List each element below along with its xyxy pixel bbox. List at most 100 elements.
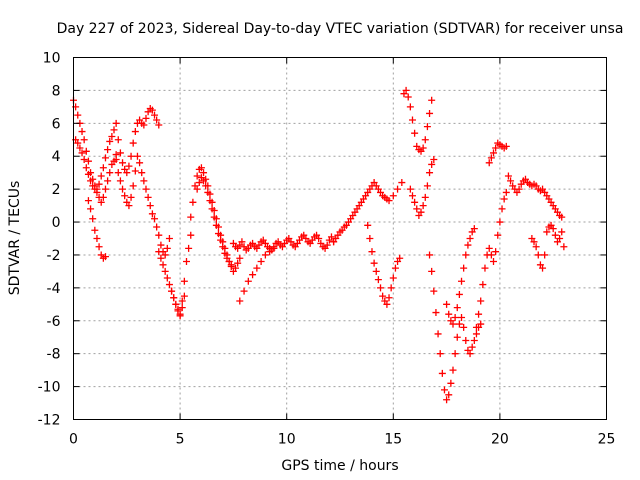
data-point [477, 297, 485, 305]
data-point [451, 350, 459, 358]
data-point [379, 292, 387, 300]
data-point [151, 111, 159, 119]
data-point [496, 218, 504, 226]
data-point [153, 223, 161, 231]
data-point [436, 350, 444, 358]
data-point [80, 136, 88, 144]
data-point [101, 154, 109, 162]
data-point [460, 323, 468, 331]
data-point [470, 225, 478, 233]
data-point [104, 146, 112, 154]
y-tick-label: 10 [43, 51, 61, 67]
data-point [108, 132, 116, 140]
data-point [389, 274, 397, 282]
data-point [490, 258, 498, 266]
data-point [155, 121, 163, 129]
data-point [421, 193, 429, 201]
y-tick-label: 0 [52, 215, 61, 231]
data-point [140, 121, 148, 129]
data-point [80, 156, 88, 164]
data-point [236, 297, 244, 305]
data-point [426, 169, 434, 177]
data-point [558, 213, 566, 221]
data-point [534, 251, 542, 259]
data-point [560, 243, 568, 251]
data-point [270, 244, 278, 252]
data-point [253, 264, 261, 272]
data-point [402, 86, 410, 94]
y-axis-label: SDTVAR / TECUs [7, 181, 23, 296]
data-point [221, 249, 229, 257]
data-point [133, 152, 141, 160]
data-point [119, 159, 127, 167]
data-point [84, 197, 92, 205]
data-point [477, 320, 485, 328]
data-point [487, 251, 495, 259]
data-point [257, 258, 265, 266]
data-point [472, 323, 480, 331]
data-point [114, 169, 122, 177]
data-point [214, 230, 222, 238]
x-tick-label: 25 [598, 432, 616, 448]
data-point [208, 205, 216, 213]
data-point [430, 156, 438, 164]
data-point [426, 109, 434, 117]
data-point [417, 208, 425, 216]
data-point [391, 264, 399, 272]
data-point [240, 287, 248, 295]
data-point [195, 179, 203, 187]
data-point [116, 149, 124, 157]
data-point [481, 264, 489, 272]
data-point [428, 160, 436, 168]
data-point [368, 248, 376, 256]
data-point [556, 235, 564, 242]
data-point [202, 182, 210, 190]
data-point [89, 215, 97, 223]
data-point [455, 290, 463, 298]
data-point [129, 182, 137, 190]
data-point [449, 320, 457, 328]
data-point [84, 170, 92, 178]
data-point [377, 284, 385, 292]
data-point [411, 198, 419, 206]
chart-title: Day 227 of 2023, Sidereal Day-to-day VTE… [57, 21, 624, 37]
y-tick-label: -6 [47, 314, 61, 330]
data-point [123, 169, 131, 177]
data-point [445, 310, 453, 318]
data-point [460, 264, 468, 272]
data-point [193, 172, 201, 180]
data-point [406, 185, 414, 193]
data-point [193, 185, 201, 193]
data-point [87, 177, 95, 185]
data-point [112, 119, 120, 127]
data-point [364, 221, 372, 229]
data-point [116, 177, 124, 185]
data-point [558, 228, 566, 236]
data-point [428, 267, 436, 275]
data-point [74, 111, 82, 119]
data-point [423, 123, 431, 131]
data-point [443, 396, 451, 404]
x-tick-label: 5 [176, 432, 185, 448]
data-point [485, 159, 493, 167]
data-point [385, 197, 393, 205]
data-point [95, 180, 103, 188]
data-point [464, 241, 472, 249]
data-point [146, 202, 154, 210]
data-point [155, 248, 163, 256]
data-point [187, 213, 195, 221]
data-point [206, 197, 214, 205]
data-point [539, 264, 547, 272]
data-point [447, 379, 455, 387]
y-tick-label: 6 [52, 116, 61, 132]
data-point [404, 93, 412, 101]
data-point [370, 259, 378, 267]
data-point [408, 116, 416, 124]
data-point [428, 96, 436, 104]
data-point [119, 185, 127, 193]
data-point [502, 188, 510, 196]
y-tick-label: -12 [38, 413, 61, 429]
data-point [189, 198, 197, 206]
data-point [408, 192, 416, 200]
